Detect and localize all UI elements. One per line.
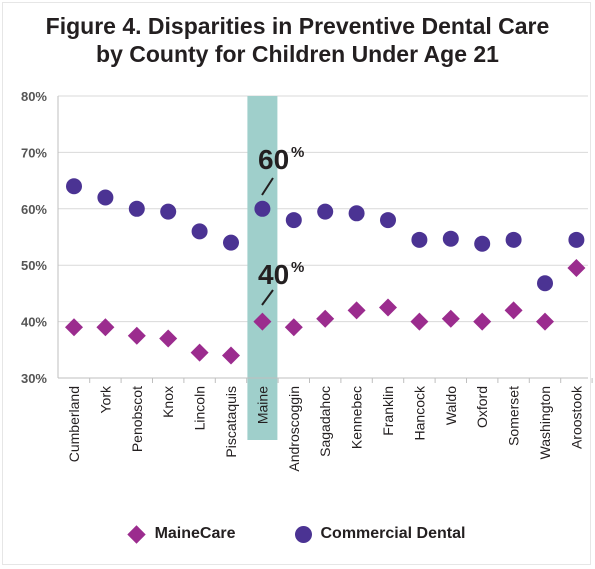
commercial-dental-point <box>97 189 114 206</box>
mainecare-point <box>473 312 492 331</box>
commercial-dental-point <box>317 203 334 220</box>
mainecare-point <box>127 326 146 345</box>
x-tick-label: Maine <box>254 386 270 424</box>
y-tick-label: 50% <box>21 258 47 273</box>
commercial-dental-point <box>505 231 522 248</box>
x-tick-label: Sagadahoc <box>317 386 333 457</box>
mainecare-point <box>379 298 397 317</box>
mainecare-point <box>316 309 335 328</box>
y-tick-label: 60% <box>21 202 47 217</box>
x-tick-label: Franklin <box>380 386 396 436</box>
mainecare-point <box>222 346 240 365</box>
commercial-circle-icon <box>295 525 313 543</box>
x-tick-label: Washington <box>537 386 553 459</box>
commercial-dental-point <box>191 223 208 240</box>
x-tick-label: Androscoggin <box>286 386 302 472</box>
commercial-dental-point <box>285 212 302 229</box>
annotation-commercial-percent: % <box>291 144 304 161</box>
x-tick-label: Lincoln <box>192 386 208 430</box>
legend-item-mainecare: MaineCare <box>126 524 236 544</box>
x-tick-label: Somerset <box>506 386 522 446</box>
x-tick-label: Waldo <box>443 386 459 425</box>
x-tick-label: York <box>97 385 113 414</box>
mainecare-point <box>253 312 272 331</box>
mainecare-diamond-icon <box>126 524 146 544</box>
mainecare-point <box>504 301 523 320</box>
highlight-band <box>247 96 278 440</box>
annotation-mainecare-percent: % <box>291 259 304 276</box>
mainecare-point <box>190 343 209 362</box>
y-tick-label: 40% <box>21 315 47 330</box>
annotation-commercial-pointer <box>261 177 274 196</box>
y-tick-label: 30% <box>21 371 47 386</box>
chart-title: Figure 4. Disparities in Preventive Dent… <box>0 12 595 68</box>
mainecare-point <box>441 309 460 328</box>
commercial-dental-point <box>537 275 553 292</box>
x-tick-label: Oxford <box>474 386 490 428</box>
axes: 30% 40% 50% 60% 70% 80% Cumberland York Penobsco… <box>21 89 593 472</box>
commercial-dental-point <box>223 234 239 251</box>
commercial-dental-point <box>474 235 491 252</box>
x-tick-label: Knox <box>160 386 176 418</box>
x-tick-label: Aroostook <box>568 385 584 449</box>
annotation-mainecare-value: 40 <box>258 259 289 290</box>
annotation-commercial-value: 60 <box>258 144 289 175</box>
x-tick-label: Hancock <box>411 385 427 440</box>
mainecare-point <box>65 318 83 337</box>
legend-label-commercial: Commercial Dental <box>320 525 466 542</box>
chart-plot: 30% 40% 50% 60% 70% 80% Cumberland York Penobsco… <box>21 89 593 472</box>
annotations: 60 % 40 % <box>258 144 304 306</box>
chart-title-line-2: by County for Children Under Age 21 <box>96 41 499 67</box>
commercial-dental-point <box>348 205 365 222</box>
mainecare-point <box>96 318 115 337</box>
chart-title-line-1: Figure 4. Disparities in Preventive Dent… <box>45 13 550 39</box>
commercial-dental-point <box>411 231 428 248</box>
x-tick-label: Kennebec <box>349 386 365 449</box>
mainecare-point <box>284 318 303 337</box>
commercial-dental-point <box>128 200 145 217</box>
x-tick-label: Penobscot <box>129 386 145 452</box>
mainecare-point <box>536 312 554 331</box>
commercial-dental-point <box>160 203 177 220</box>
x-tick-label: Cumberland <box>66 386 82 462</box>
y-tick-label: 70% <box>21 145 47 160</box>
highlight-band-layer <box>247 96 278 440</box>
commercial-dental-point <box>380 212 396 229</box>
commercial-dental-point <box>254 200 271 217</box>
legend-label-mainecare: MaineCare <box>154 525 236 542</box>
y-tick-label: 80% <box>21 89 47 104</box>
annotation-mainecare-pointer <box>261 289 274 306</box>
commercial-dental-point <box>66 178 82 195</box>
series-markers <box>65 178 586 365</box>
mainecare-point <box>159 329 178 348</box>
legend: MaineCare Commercial Dental <box>0 521 595 547</box>
mainecare-point <box>347 301 366 320</box>
mainecare-point <box>410 312 429 331</box>
commercial-dental-point <box>442 230 459 247</box>
commercial-dental-point <box>568 231 585 248</box>
legend-item-commercial: Commercial Dental <box>295 525 465 543</box>
page-frame <box>2 2 591 565</box>
mainecare-point <box>567 259 586 278</box>
x-tick-label: Piscataquis <box>223 386 239 458</box>
